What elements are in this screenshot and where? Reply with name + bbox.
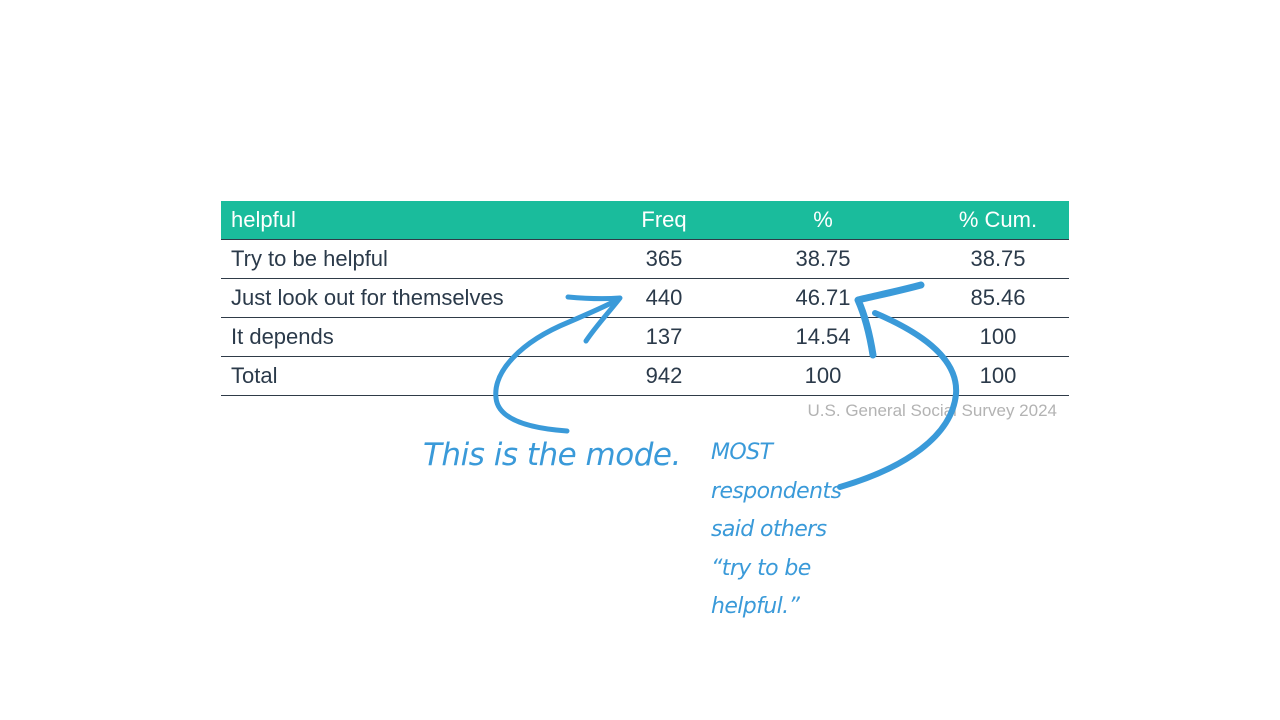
table-row-total: Total 942 100 100 bbox=[221, 356, 1069, 396]
row-freq: 137 bbox=[609, 317, 719, 357]
header-percent: % bbox=[719, 201, 927, 240]
row-percent: 100 bbox=[719, 356, 927, 396]
table-row: Try to be helpful 365 38.75 38.75 bbox=[221, 239, 1069, 279]
header-helpful: helpful bbox=[221, 201, 609, 240]
row-cumulative: 38.75 bbox=[927, 239, 1069, 279]
row-label: Try to be helpful bbox=[221, 239, 609, 279]
mode-annotation: This is the mode. bbox=[423, 437, 681, 473]
row-percent: 38.75 bbox=[719, 239, 927, 279]
row-percent: 46.71 bbox=[719, 278, 927, 318]
source-note: U.S. General Social Survey 2024 bbox=[807, 401, 1057, 420]
row-freq: 440 bbox=[609, 278, 719, 318]
row-cumulative: 100 bbox=[927, 356, 1069, 396]
row-cumulative: 100 bbox=[927, 317, 1069, 357]
most-annotation-line: “try to be bbox=[711, 555, 811, 581]
row-label: Just look out for themselves bbox=[221, 278, 609, 318]
most-annotation-line: MOST bbox=[711, 440, 773, 465]
row-freq: 942 bbox=[609, 356, 719, 396]
most-annotation-line: helpful.” bbox=[711, 594, 800, 619]
row-label: Total bbox=[221, 356, 609, 396]
table-row: It depends 137 14.54 100 bbox=[221, 317, 1069, 357]
row-cumulative: 85.46 bbox=[927, 278, 1069, 318]
header-cumulative-percent: % Cum. bbox=[927, 201, 1069, 240]
table-row: Just look out for themselves 440 46.71 8… bbox=[221, 278, 1069, 318]
row-label: It depends bbox=[221, 317, 609, 357]
row-freq: 365 bbox=[609, 239, 719, 279]
frequency-table: helpful Freq % % Cum. Try to be helpful … bbox=[221, 201, 1069, 396]
most-annotation-line: said others bbox=[711, 517, 827, 542]
header-freq: Freq bbox=[609, 201, 719, 240]
most-annotation: MOST respondents said others “try to be … bbox=[711, 434, 842, 627]
row-percent: 14.54 bbox=[719, 317, 927, 357]
table-header-row: helpful Freq % % Cum. bbox=[221, 201, 1069, 240]
most-annotation-line: respondents bbox=[711, 478, 842, 504]
